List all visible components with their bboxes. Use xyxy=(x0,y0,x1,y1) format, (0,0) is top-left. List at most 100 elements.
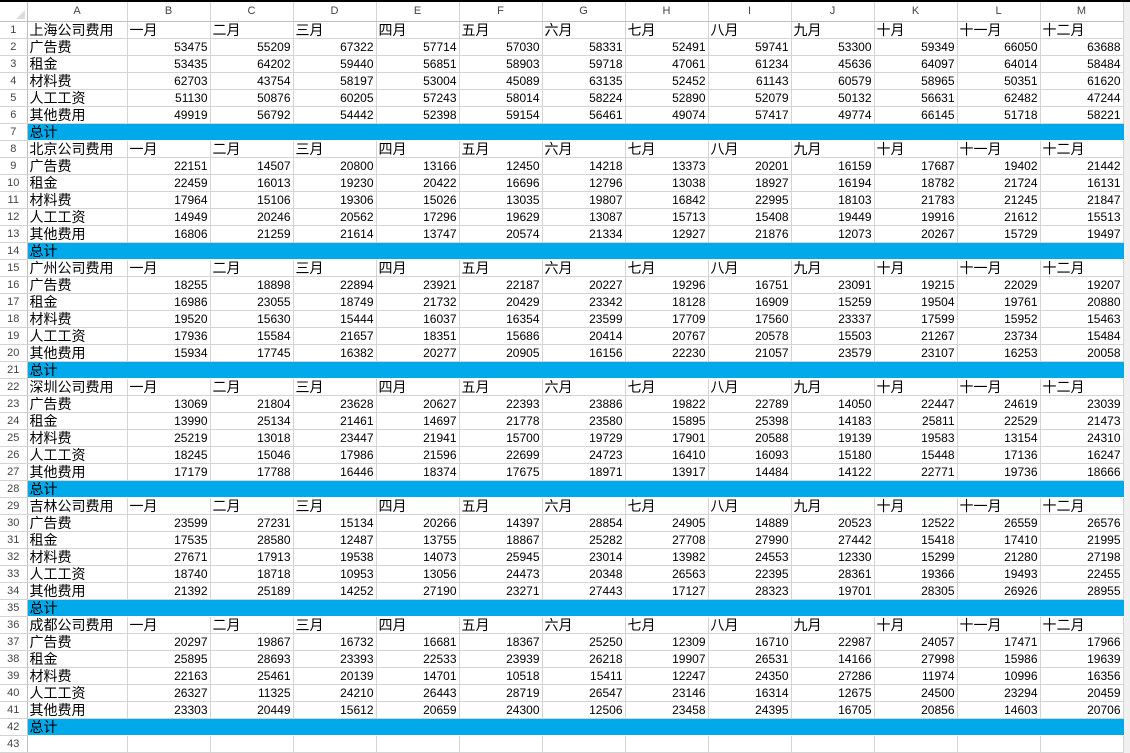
value-cell[interactable]: 15952 xyxy=(957,310,1041,328)
value-cell[interactable]: 16194 xyxy=(791,174,875,192)
value-cell[interactable]: 22455 xyxy=(1040,565,1124,583)
total-cell[interactable] xyxy=(791,242,875,260)
value-cell[interactable]: 21614 xyxy=(293,225,377,243)
value-cell[interactable]: 16732 xyxy=(293,633,377,651)
value-cell[interactable]: 22789 xyxy=(708,395,792,413)
row-header[interactable]: 41 xyxy=(0,701,28,719)
month-header[interactable]: 三月 xyxy=(293,378,377,396)
value-cell[interactable]: 25189 xyxy=(210,582,294,600)
value-cell[interactable]: 23580 xyxy=(542,412,626,430)
month-header[interactable]: 五月 xyxy=(459,259,543,277)
row-header[interactable]: 39 xyxy=(0,667,28,685)
value-cell[interactable]: 24210 xyxy=(293,684,377,702)
value-cell[interactable]: 15612 xyxy=(293,701,377,719)
value-cell[interactable]: 16037 xyxy=(376,310,460,328)
value-cell[interactable]: 45636 xyxy=(791,55,875,73)
row-label[interactable]: 材料费 xyxy=(27,310,128,328)
value-cell[interactable]: 15503 xyxy=(791,327,875,345)
row-header[interactable]: 28 xyxy=(0,480,28,498)
month-header[interactable]: 二月 xyxy=(210,378,294,396)
value-cell[interactable]: 47061 xyxy=(625,55,709,73)
row-label[interactable]: 租金 xyxy=(27,531,128,549)
column-header-C[interactable]: C xyxy=(210,2,294,22)
value-cell[interactable]: 18103 xyxy=(791,191,875,209)
value-cell[interactable]: 27443 xyxy=(542,582,626,600)
empty-cell[interactable] xyxy=(1040,735,1124,753)
month-header[interactable]: 十二月 xyxy=(1040,259,1124,277)
value-cell[interactable]: 15584 xyxy=(210,327,294,345)
value-cell[interactable]: 20246 xyxy=(210,208,294,226)
value-cell[interactable]: 22529 xyxy=(957,412,1041,430)
value-cell[interactable]: 16710 xyxy=(708,633,792,651)
value-cell[interactable]: 59154 xyxy=(459,106,543,124)
value-cell[interactable]: 15134 xyxy=(293,514,377,532)
value-cell[interactable]: 18367 xyxy=(459,633,543,651)
value-cell[interactable]: 12796 xyxy=(542,174,626,192)
value-cell[interactable]: 15686 xyxy=(459,327,543,345)
row-header[interactable]: 9 xyxy=(0,157,28,175)
value-cell[interactable]: 18351 xyxy=(376,327,460,345)
total-cell[interactable] xyxy=(791,599,875,617)
value-cell[interactable]: 21334 xyxy=(542,225,626,243)
value-cell[interactable]: 25398 xyxy=(708,412,792,430)
value-cell[interactable]: 15700 xyxy=(459,429,543,447)
value-cell[interactable]: 23337 xyxy=(791,310,875,328)
value-cell[interactable]: 13755 xyxy=(376,531,460,549)
value-cell[interactable]: 21995 xyxy=(1040,531,1124,549)
value-cell[interactable]: 15180 xyxy=(791,446,875,464)
value-cell[interactable]: 23599 xyxy=(542,310,626,328)
value-cell[interactable]: 66050 xyxy=(957,38,1041,56)
month-header[interactable]: 四月 xyxy=(376,140,460,158)
row-header[interactable]: 43 xyxy=(0,735,28,753)
month-header[interactable]: 十二月 xyxy=(1040,497,1124,515)
value-cell[interactable]: 21473 xyxy=(1040,412,1124,430)
value-cell[interactable]: 17788 xyxy=(210,463,294,481)
value-cell[interactable]: 62482 xyxy=(957,89,1041,107)
row-header[interactable]: 26 xyxy=(0,446,28,464)
total-cell[interactable] xyxy=(127,480,211,498)
total-cell[interactable] xyxy=(957,361,1041,379)
value-cell[interactable]: 58197 xyxy=(293,72,377,90)
month-header[interactable]: 三月 xyxy=(293,497,377,515)
month-header[interactable]: 六月 xyxy=(542,21,626,39)
value-cell[interactable]: 25811 xyxy=(874,412,958,430)
value-cell[interactable]: 16093 xyxy=(708,446,792,464)
value-cell[interactable]: 17687 xyxy=(874,157,958,175)
value-cell[interactable]: 28955 xyxy=(1040,582,1124,600)
empty-cell[interactable] xyxy=(293,735,377,753)
value-cell[interactable]: 14484 xyxy=(708,463,792,481)
row-label[interactable]: 其他费用 xyxy=(27,344,128,362)
total-cell[interactable] xyxy=(376,123,460,141)
total-cell[interactable] xyxy=(625,599,709,617)
empty-cell[interactable] xyxy=(27,735,128,753)
value-cell[interactable]: 15986 xyxy=(957,650,1041,668)
value-cell[interactable]: 19729 xyxy=(542,429,626,447)
value-cell[interactable]: 20277 xyxy=(376,344,460,362)
value-cell[interactable]: 49774 xyxy=(791,106,875,124)
value-cell[interactable]: 20429 xyxy=(459,293,543,311)
value-cell[interactable]: 23447 xyxy=(293,429,377,447)
month-header[interactable]: 十二月 xyxy=(1040,378,1124,396)
value-cell[interactable]: 16253 xyxy=(957,344,1041,362)
value-cell[interactable]: 22151 xyxy=(127,157,211,175)
month-header[interactable]: 一月 xyxy=(127,21,211,39)
total-cell[interactable] xyxy=(874,599,958,617)
row-header[interactable]: 25 xyxy=(0,429,28,447)
total-cell[interactable] xyxy=(874,718,958,736)
value-cell[interactable]: 59440 xyxy=(293,55,377,73)
value-cell[interactable]: 28580 xyxy=(210,531,294,549)
value-cell[interactable]: 14701 xyxy=(376,667,460,685)
row-header[interactable]: 5 xyxy=(0,89,28,107)
column-header-E[interactable]: E xyxy=(376,2,460,22)
total-cell[interactable] xyxy=(293,242,377,260)
value-cell[interactable]: 55209 xyxy=(210,38,294,56)
value-cell[interactable]: 17127 xyxy=(625,582,709,600)
row-label[interactable]: 人工工资 xyxy=(27,208,128,226)
total-cell[interactable] xyxy=(127,599,211,617)
value-cell[interactable]: 26547 xyxy=(542,684,626,702)
value-cell[interactable]: 18927 xyxy=(708,174,792,192)
value-cell[interactable]: 15026 xyxy=(376,191,460,209)
value-cell[interactable]: 27708 xyxy=(625,531,709,549)
value-cell[interactable]: 12450 xyxy=(459,157,543,175)
value-cell[interactable]: 22771 xyxy=(874,463,958,481)
